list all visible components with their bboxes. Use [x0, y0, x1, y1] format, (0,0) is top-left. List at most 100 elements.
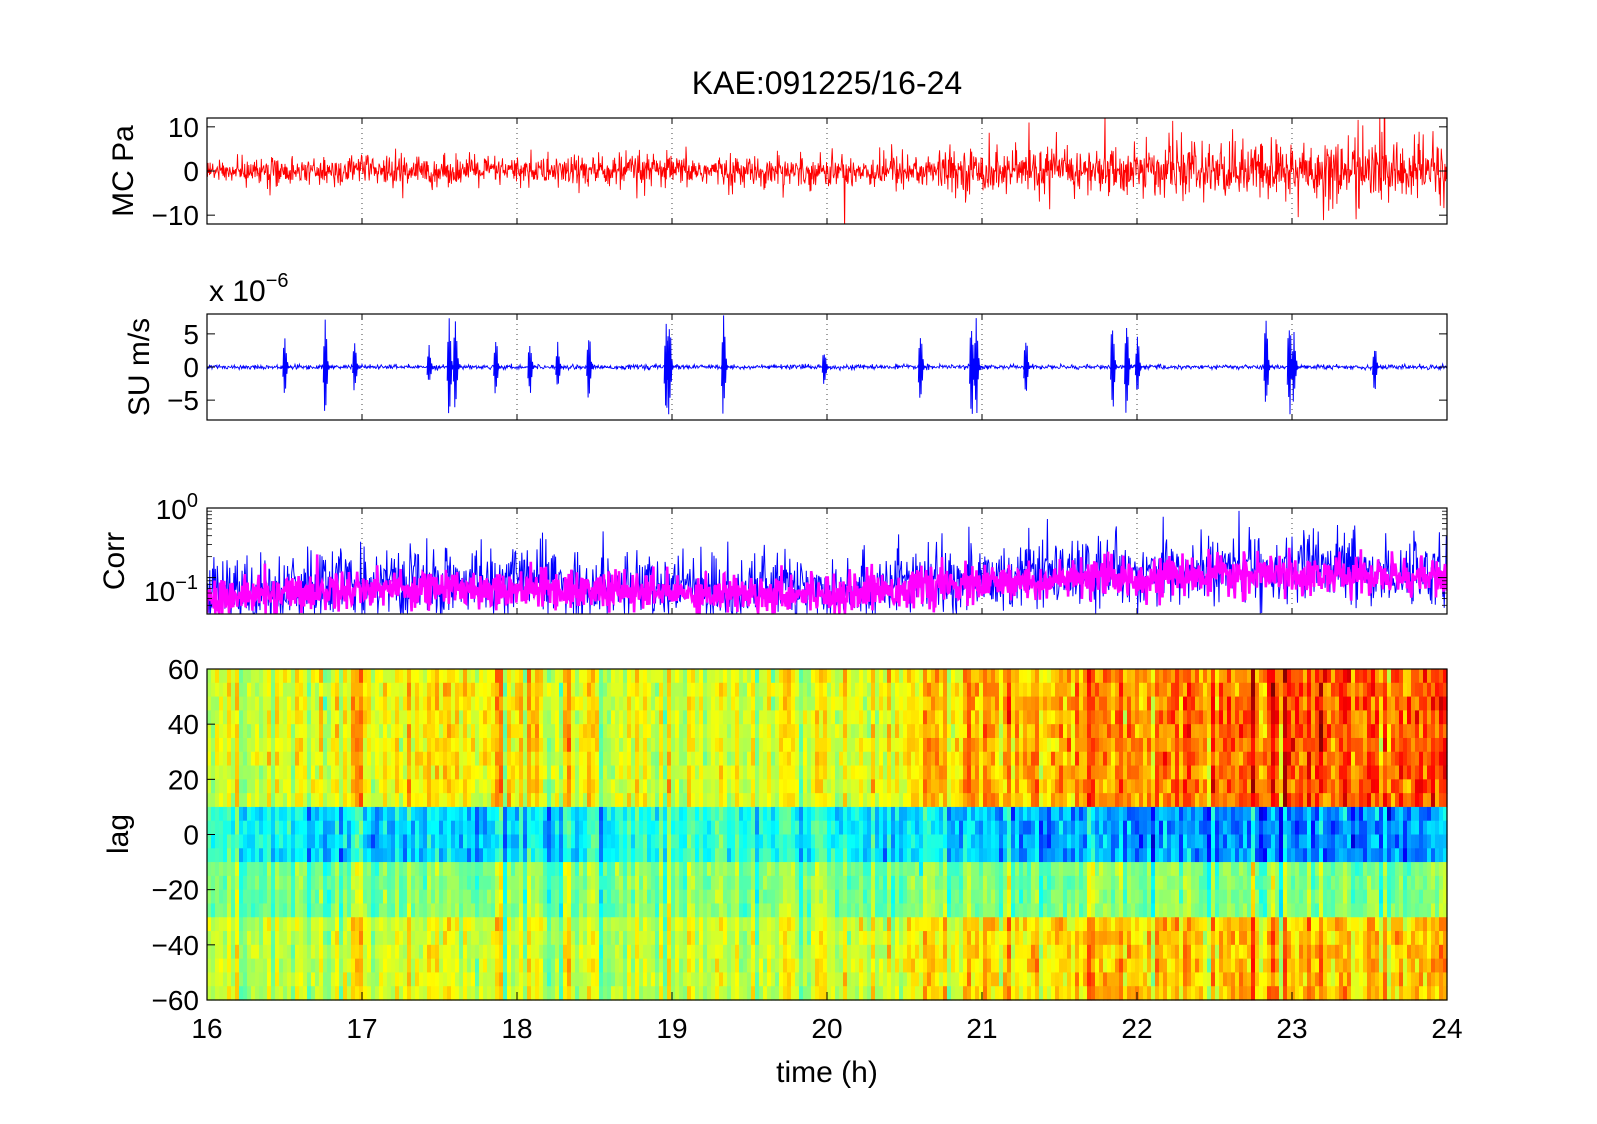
heatmap-cell — [335, 793, 340, 808]
heatmap-cell — [319, 710, 324, 725]
heatmap-cell — [267, 806, 272, 822]
heatmap-cell — [519, 806, 524, 822]
heatmap-cell — [351, 931, 356, 946]
heatmap-cell — [527, 986, 532, 1001]
heatmap-cell — [771, 875, 776, 891]
heatmap-cell — [627, 944, 632, 960]
heatmap-cell — [371, 972, 376, 987]
heatmap-cell — [875, 931, 880, 946]
heatmap-cell — [719, 972, 724, 987]
heatmap-cell — [231, 710, 236, 725]
heatmap-cell — [651, 793, 656, 808]
heatmap-cell — [635, 917, 640, 932]
heatmap-cell — [979, 931, 984, 946]
heatmap-cell — [331, 737, 336, 753]
heatmap-cell — [711, 737, 716, 753]
heatmap-cell — [803, 724, 808, 739]
heatmap-cell — [567, 917, 572, 932]
heatmap-cell — [759, 903, 764, 918]
heatmap-cell — [219, 875, 224, 891]
heatmap-cell — [851, 958, 856, 974]
heatmap-cell — [999, 931, 1004, 946]
heatmap-cell — [775, 751, 780, 767]
heatmap-cell — [339, 820, 344, 836]
heatmap-cell — [719, 889, 724, 905]
heatmap-cell — [1003, 889, 1008, 905]
heatmap-cell — [875, 834, 880, 849]
heatmap-cell — [931, 779, 936, 794]
heatmap-cell — [679, 862, 684, 877]
heatmap-cell — [979, 972, 984, 987]
heatmap-cell — [759, 696, 764, 711]
heatmap-cell — [891, 682, 896, 698]
heatmap-cell — [907, 779, 912, 794]
heatmap-cell — [463, 806, 468, 822]
heatmap-cell — [895, 944, 900, 960]
heatmap-cell — [351, 779, 356, 794]
heatmap-cell — [515, 917, 520, 932]
heatmap-cell — [291, 765, 296, 780]
heatmap-cell — [911, 862, 916, 877]
heatmap-cell — [495, 848, 500, 863]
heatmap-cell — [571, 669, 576, 684]
heatmap-cell — [555, 917, 560, 932]
heatmap-cell — [275, 834, 280, 849]
heatmap-cell — [571, 931, 576, 946]
heatmap-cell — [387, 793, 392, 808]
heatmap-cell — [523, 806, 528, 822]
heatmap-cell — [391, 682, 396, 698]
heatmap-cell — [331, 958, 336, 974]
heatmap-cell — [619, 724, 624, 739]
heatmap-cell — [771, 751, 776, 767]
heatmap-cell — [347, 958, 352, 974]
heatmap-cell — [723, 710, 728, 725]
heatmap-cell — [271, 972, 276, 987]
heatmap-cell — [207, 875, 212, 891]
heatmap-cell — [871, 765, 876, 780]
heatmap-cell — [955, 751, 960, 767]
heatmap-cell — [455, 793, 460, 808]
heatmap-cell — [211, 737, 216, 753]
heatmap-cell — [811, 779, 816, 794]
heatmap-cell — [707, 779, 712, 794]
heatmap-cell — [307, 779, 312, 794]
heatmap-cell — [603, 820, 608, 836]
heatmap-cell — [947, 972, 952, 987]
heatmap-cell — [939, 834, 944, 849]
heatmap-cell — [755, 806, 760, 822]
heatmap-cell — [579, 903, 584, 918]
heatmap-cell — [547, 862, 552, 877]
heatmap-cell — [767, 669, 772, 684]
heatmap-cell — [815, 875, 820, 891]
heatmap-cell — [599, 848, 604, 863]
heatmap-cell — [303, 806, 308, 822]
heatmap-cell — [479, 737, 484, 753]
heatmap-cell — [291, 986, 296, 1001]
heatmap-cell — [531, 875, 536, 891]
heatmap-cell — [903, 820, 908, 836]
heatmap-cell — [927, 820, 932, 836]
heatmap-cell — [983, 903, 988, 918]
heatmap-cell — [403, 889, 408, 905]
heatmap-cell — [267, 779, 272, 794]
heatmap-cell — [303, 710, 308, 725]
heatmap-cell — [523, 834, 528, 849]
heatmap-cell — [699, 972, 704, 987]
heatmap-cell — [667, 806, 672, 822]
heatmap-cell — [339, 944, 344, 960]
heatmap-cell — [399, 944, 404, 960]
heatmap-cell — [571, 696, 576, 711]
heatmap-cell — [303, 724, 308, 739]
heatmap-cell — [551, 710, 556, 725]
heatmap-cell — [535, 779, 540, 794]
heatmap-cell — [575, 710, 580, 725]
heatmap-cell — [583, 765, 588, 780]
heatmap-cell — [447, 751, 452, 767]
heatmap-cell — [963, 682, 968, 698]
heatmap-cell — [275, 944, 280, 960]
heatmap-cell — [1007, 848, 1012, 863]
heatmap-cell — [275, 765, 280, 780]
heatmap-cell — [763, 917, 768, 932]
heatmap-cell — [439, 848, 444, 863]
heatmap-cell — [615, 986, 620, 1001]
